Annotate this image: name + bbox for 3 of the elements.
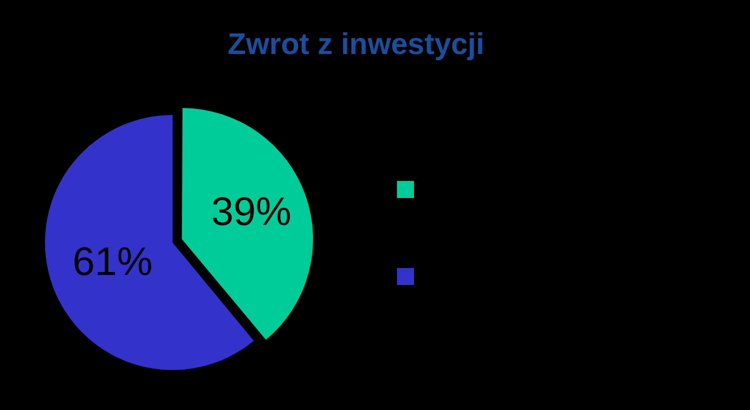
data-label: 61% <box>72 240 153 284</box>
chart-title: Zwrot z inwestycji <box>226 28 486 62</box>
data-label: 39% <box>211 190 292 234</box>
